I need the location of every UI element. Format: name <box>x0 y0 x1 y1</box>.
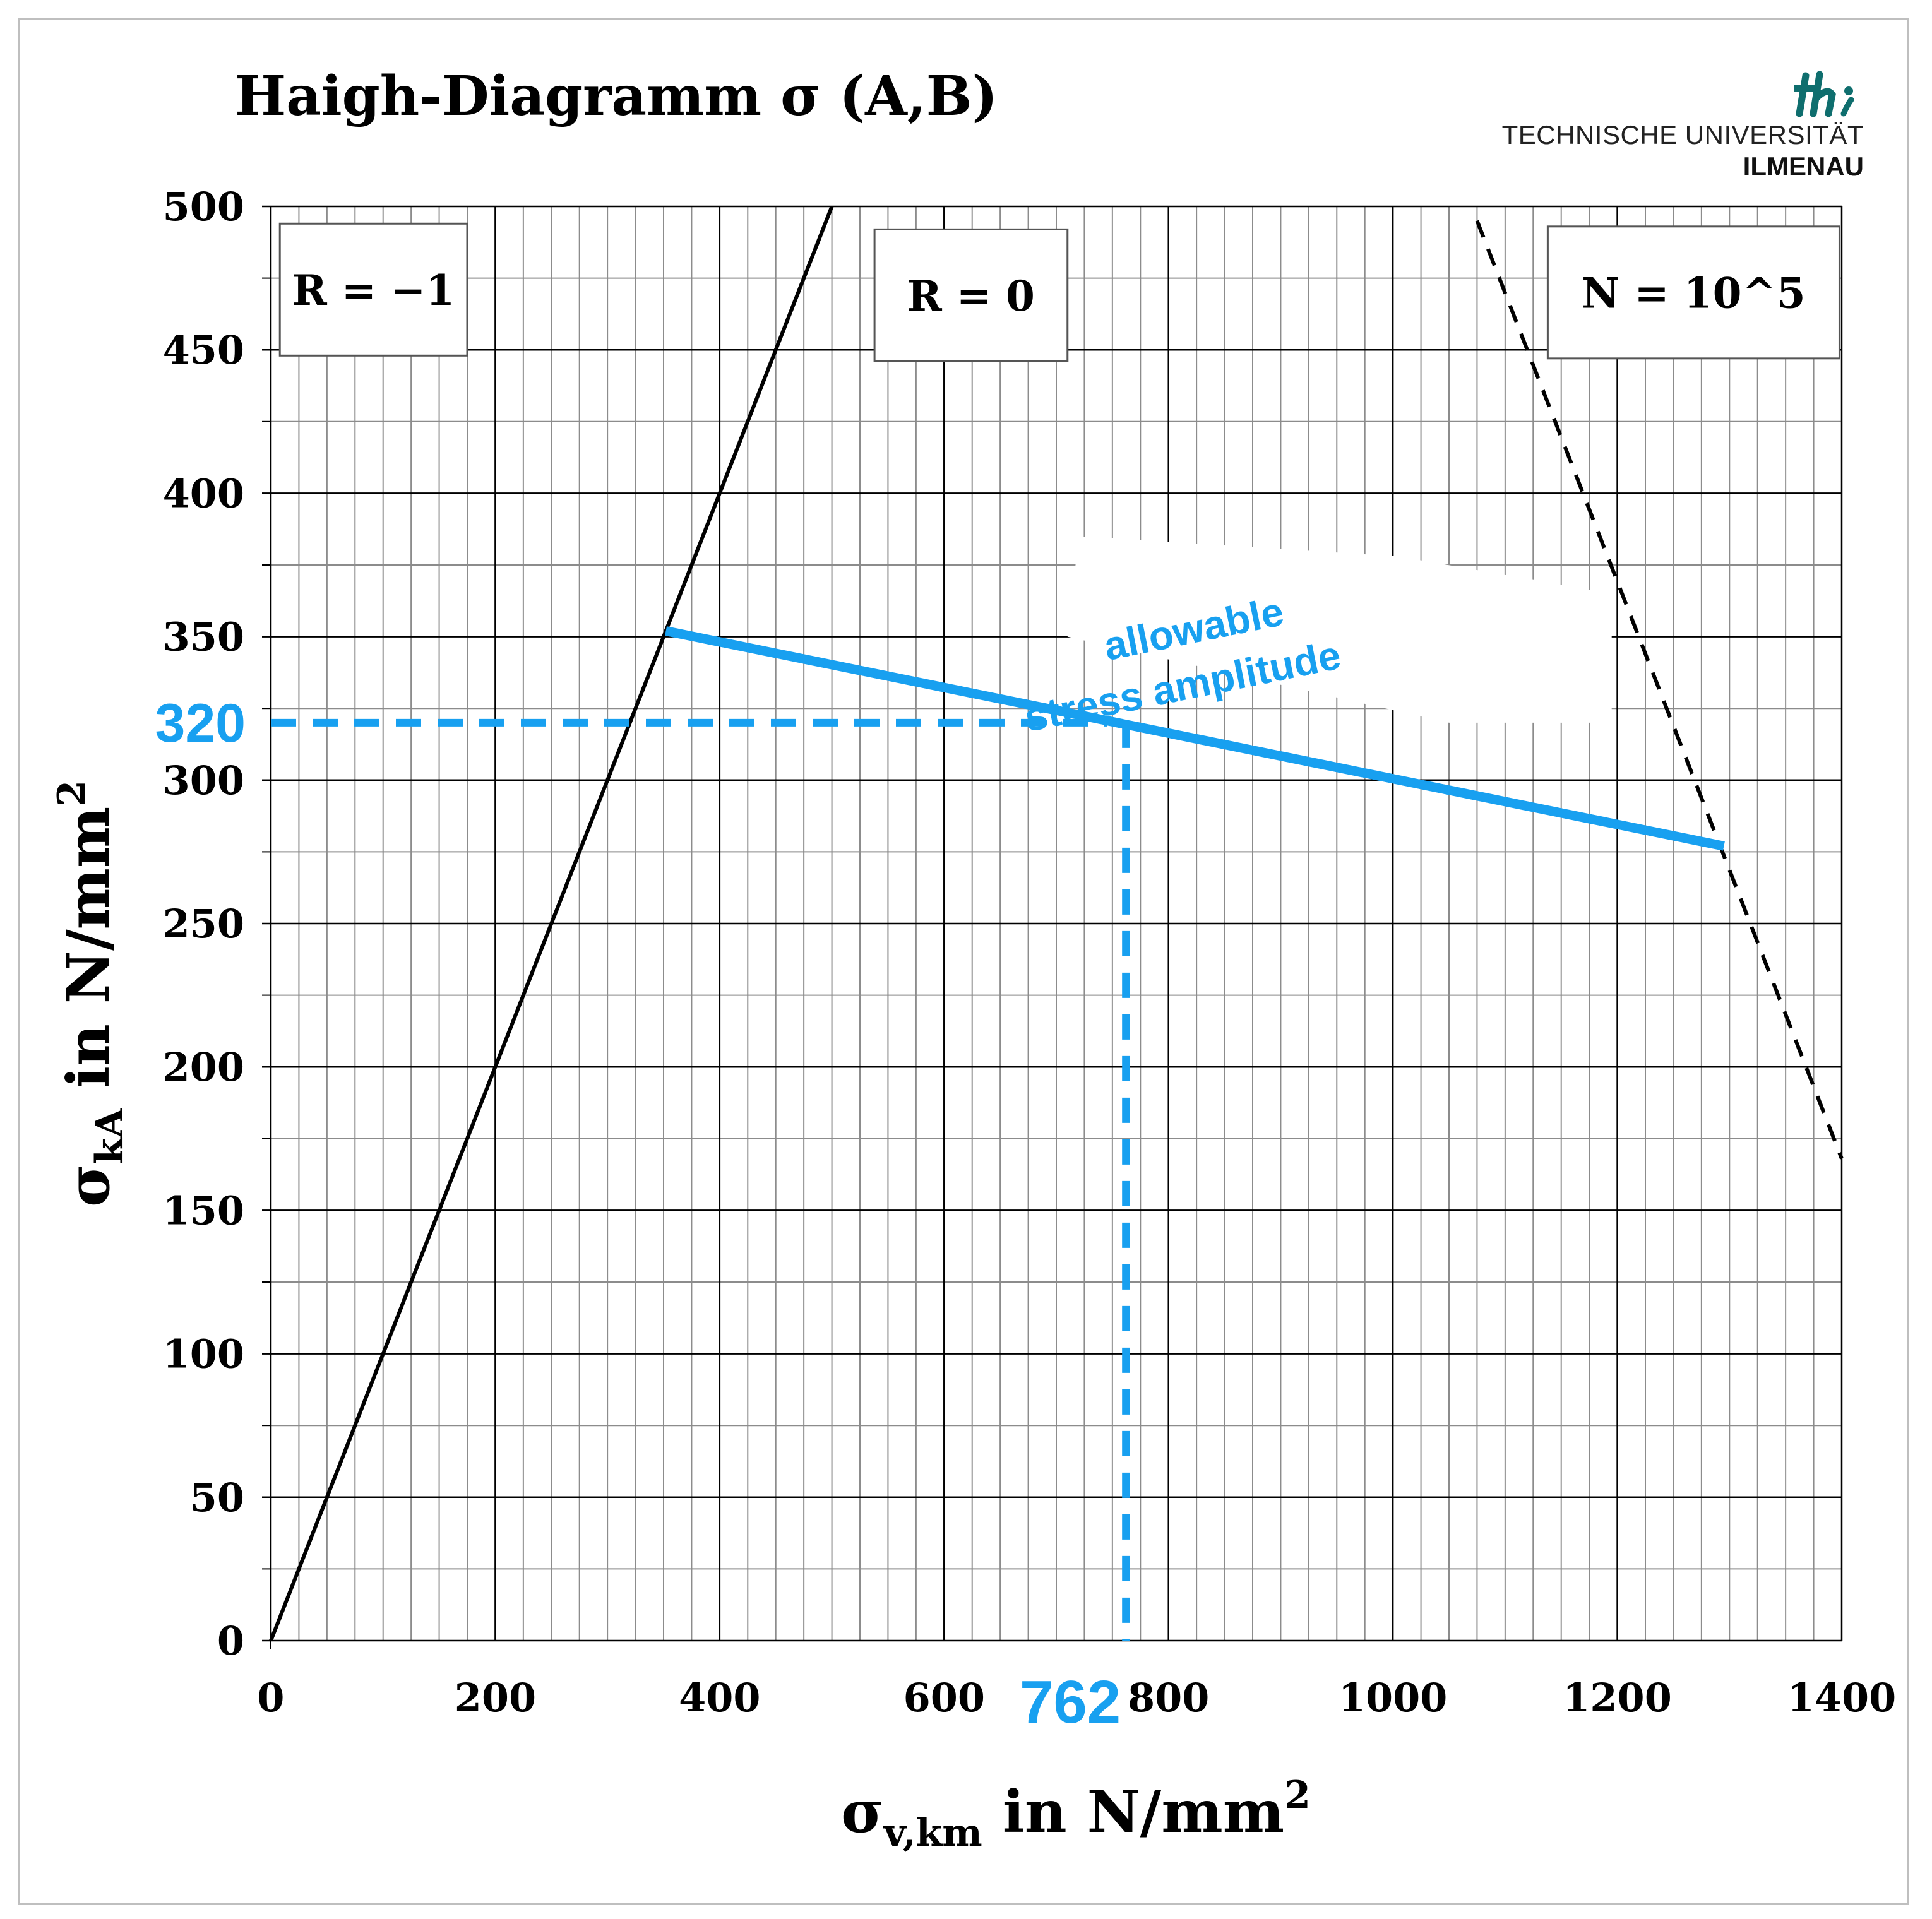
x-tick-label: 800 <box>1128 1675 1209 1721</box>
x-axis-label-sup: 2 <box>1284 1773 1311 1817</box>
y-tick-label: 450 <box>163 327 244 373</box>
y-axis-label: σkA in N/mm2 <box>50 780 132 1207</box>
y-tick-label: 50 <box>190 1475 244 1521</box>
box-n-label: N = 10^5 <box>1582 268 1806 318</box>
series-r-minus-1-line <box>269 205 834 1642</box>
x-tick-label: 1000 <box>1339 1675 1448 1721</box>
x-axis-label: σv,km in N/mm2 <box>841 1773 1311 1855</box>
y-axis-label-main: σ <box>54 1164 122 1207</box>
x-tick-label: 600 <box>903 1675 985 1721</box>
y-axis-label-sup: 2 <box>50 780 94 807</box>
y-tick-label: 0 <box>217 1618 244 1664</box>
x-axis-label-sub: v,km <box>883 1811 982 1855</box>
y-tick-label: 350 <box>163 614 244 660</box>
tu-logo-icon <box>1794 71 1854 117</box>
y-tick-label: 500 <box>163 184 244 230</box>
label-backdrop <box>1067 536 1612 723</box>
box-n-frame <box>1546 225 1840 360</box>
chart-title: Haigh-Diagramm σ (A,B) <box>235 64 998 128</box>
haigh-chart: 0 200 400 600 800 1000 1200 1400050100150200250… <box>50 64 1897 1855</box>
box-r-zero-frame <box>873 228 1069 362</box>
logo-line-2: ILMENAU <box>1743 152 1864 181</box>
major-grid <box>262 205 1843 1649</box>
annotation-boxes: R = −1 R = 0 N = 10^5 <box>278 222 1840 362</box>
logo-line-1: TECHNISCHE UNIVERSITÄT <box>1501 120 1864 150</box>
y-tick-label: 150 <box>163 1187 244 1233</box>
y-tick-label: 300 <box>163 758 244 804</box>
x-tick-label: 200 <box>455 1675 536 1721</box>
x-axis-label-main: σ <box>841 1778 884 1846</box>
box-r-zero-label: R = 0 <box>907 271 1035 321</box>
x-tick-label: 1400 <box>1787 1675 1897 1721</box>
x-axis-label-unit: in N/mm <box>982 1778 1284 1846</box>
x-tick-label: 400 <box>679 1675 760 1721</box>
series-n-line <box>1475 220 1844 1160</box>
tick-labels: 0 200 400 600 800 1000 1200 1400 0 50 100 150 200 250… <box>155 184 1897 1736</box>
x-tick-label: 0 <box>257 1675 284 1721</box>
y-axis-label-unit: in N/mm <box>54 807 122 1108</box>
y-tick-label: 200 <box>163 1044 244 1090</box>
university-logo: TECHNISCHE UNIVERSITÄT ILMENAU <box>1502 69 1864 182</box>
x-highlight-backdrop <box>1015 1666 1130 1729</box>
y-tick-label: 250 <box>163 901 244 947</box>
figure-frame: 0 200 400 600 800 1000 1200 1400 0 50 100 150 200 250… <box>18 18 1909 1905</box>
box-r-minus-1-label: R = −1 <box>292 266 455 315</box>
y-tick-label: 100 <box>163 1331 244 1377</box>
x-highlight-value: 762 <box>1020 1668 1121 1736</box>
box-r-minus-1-frame <box>278 222 468 357</box>
y-axis-label-sub: kA <box>88 1108 132 1165</box>
x-tick-label: 1200 <box>1563 1675 1672 1721</box>
y-highlight-value: 320 <box>155 693 246 754</box>
y-tick-label: 400 <box>163 470 244 516</box>
series-allowable-line <box>665 626 1725 851</box>
